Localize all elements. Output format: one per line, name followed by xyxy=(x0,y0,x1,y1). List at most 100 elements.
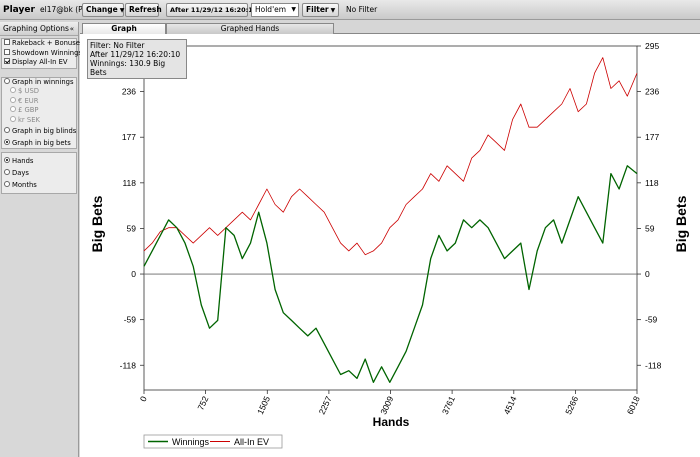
currency-label: $ USD xyxy=(18,87,40,95)
chevron-down-icon: ▼ xyxy=(330,7,336,14)
y-tick-label-right: 59 xyxy=(645,223,655,233)
allin-ev-checkbox-row[interactable]: Display All-In EV xyxy=(2,58,76,68)
y-tick-label-right: 295 xyxy=(645,41,659,51)
radio-selected[interactable] xyxy=(4,157,10,163)
allin-ev-label: Display All-In EV xyxy=(12,58,68,66)
y-tick-label-right: 177 xyxy=(645,132,659,142)
graphing-options-title: Graphing Options xyxy=(3,24,69,33)
radio[interactable] xyxy=(4,77,10,84)
x-tick-label: 3009 xyxy=(378,394,395,416)
graph-in-big-bets-label: Graph in big bets xyxy=(12,138,71,147)
radio[interactable] xyxy=(10,115,16,122)
info-filter: Filter: No Filter xyxy=(90,41,145,50)
top-toolbar: Player el17@bk (PS) Change ▼ Refresh Afte… xyxy=(0,0,700,20)
change-button-label: Change xyxy=(86,5,118,14)
x-tick-label: 0 xyxy=(138,394,149,403)
y-tick-label-left: 177 xyxy=(122,132,136,142)
showdown-label: Showdown Winnings xyxy=(12,48,82,57)
radio[interactable] xyxy=(4,127,10,133)
info-winnings: Winnings: 130.9 Big Bets xyxy=(90,59,166,77)
graph-in-winnings-label: Graph in winnings xyxy=(12,77,74,86)
info-box: Filter: No Filter After 11/29/12 16:20:1… xyxy=(87,39,187,79)
radio[interactable] xyxy=(10,106,16,112)
x-tick-label: 5266 xyxy=(563,394,580,416)
chevron-down-icon: ▼ xyxy=(119,7,125,14)
player-name: el17@bk (PS) xyxy=(40,5,91,14)
checkbox[interactable] xyxy=(4,39,10,45)
y-axis-label-left: Big Bets xyxy=(89,195,105,252)
graphing-options-panel: Graphing Options « Rakeback + Bonuses Sh… xyxy=(0,22,83,457)
days-label: Days xyxy=(12,169,29,177)
currency-label: kr SEK xyxy=(18,115,40,124)
y-tick-label-left: 59 xyxy=(127,223,137,233)
months-label: Months xyxy=(12,181,37,189)
showdown-checkbox-row[interactable]: Showdown Winnings xyxy=(2,48,82,59)
radio[interactable] xyxy=(4,181,10,187)
filter-button-label: Filter xyxy=(306,5,329,14)
x-axis-group: Hands Days Months xyxy=(1,152,77,194)
y-tick-label-right: -118 xyxy=(645,360,662,370)
radio[interactable] xyxy=(4,169,10,175)
legend-label-allin-ev: All-In EV xyxy=(234,437,269,447)
game-type-select[interactable]: Hold'em ▼ xyxy=(251,3,299,17)
checkbox-checked[interactable] xyxy=(4,58,10,64)
date-filter-button[interactable]: After 11/29/12 16:20:10 xyxy=(166,3,257,17)
x-tick-label: 752 xyxy=(195,394,210,411)
legend-label-winnings: Winnings xyxy=(172,437,210,447)
game-type-value: Hold'em xyxy=(255,5,287,14)
series-line-winnings xyxy=(143,165,638,383)
info-date: After 11/29/12 16:20:10 xyxy=(90,50,181,59)
days-radio[interactable]: Days xyxy=(2,167,76,179)
plot-frame xyxy=(143,45,638,391)
currency-label: £ GBP xyxy=(18,106,39,114)
change-button[interactable]: Change ▼ xyxy=(82,3,124,17)
series-line-allin-ev xyxy=(143,57,638,256)
x-tick-label: 4514 xyxy=(502,394,519,416)
graph-in-big-blinds-label: Graph in big blinds xyxy=(12,127,77,135)
y-tick-label-left: -59 xyxy=(124,315,137,325)
tab-graphed-hands[interactable]: Graphed Hands xyxy=(166,23,334,34)
currency-usd-radio[interactable]: $ USD xyxy=(2,87,76,97)
currency-gbp-radio[interactable]: £ GBP xyxy=(2,106,76,116)
refresh-button[interactable]: Refresh xyxy=(125,3,162,17)
winnings-chart: -118 -59 0 59 118 177 236 295 -118 -59 0 59 118 177 2… xyxy=(89,41,689,449)
y-tick-label-left: 0 xyxy=(131,269,136,279)
currency-label: € EUR xyxy=(18,96,39,105)
y-tick-label-left: -118 xyxy=(120,360,137,370)
options-group: Rakeback + Bonuses Showdown Winnings Dis… xyxy=(1,38,83,69)
currency-eur-radio[interactable]: € EUR xyxy=(2,96,76,107)
y-tick-label-left: 236 xyxy=(122,87,136,97)
rakeback-label: Rakeback + Bonuses xyxy=(12,39,84,47)
months-radio[interactable]: Months xyxy=(2,179,76,191)
chevron-down-icon: ▼ xyxy=(291,6,296,13)
graph-in-big-bets-radio[interactable]: Graph in big bets xyxy=(2,138,76,149)
filter-status: No Filter xyxy=(346,5,378,14)
y-tick-label-left: 118 xyxy=(122,178,136,188)
graph-in-winnings-radio[interactable]: Graph in winnings xyxy=(2,77,76,88)
tab-graph[interactable]: Graph xyxy=(82,23,166,34)
checkbox[interactable] xyxy=(4,48,10,55)
tab-bar: Graph Graphed Hands xyxy=(80,22,700,34)
x-tick-label: 3761 xyxy=(440,394,457,416)
y-tick-label-right: -59 xyxy=(645,315,658,325)
collapse-icon[interactable]: « xyxy=(69,25,74,33)
filter-button[interactable]: Filter ▼ xyxy=(302,3,339,17)
x-tick-label: 2257 xyxy=(317,394,334,416)
currency-sek-radio[interactable]: kr SEK xyxy=(2,115,76,126)
y-tick-label-right: 236 xyxy=(645,87,659,97)
x-tick-label: 6018 xyxy=(625,394,642,416)
y-axis-label-right: Big Bets xyxy=(673,195,689,252)
hands-radio[interactable]: Hands xyxy=(2,155,76,167)
rakeback-checkbox-row[interactable]: Rakeback + Bonuses xyxy=(2,39,83,49)
graph-in-big-blinds-radio[interactable]: Graph in big blinds xyxy=(2,127,76,137)
graph-area: -118 -59 0 59 118 177 236 295 -118 -59 0 59 118 177 2… xyxy=(80,34,700,457)
legend: Winnings All-In EV xyxy=(143,434,283,449)
x-tick-label: 1505 xyxy=(255,394,272,416)
graphing-options-header: Graphing Options « xyxy=(0,22,78,36)
radio[interactable] xyxy=(10,96,16,103)
units-group: Graph in winnings $ USD € EUR £ GBP kr S… xyxy=(1,76,77,149)
player-label: Player xyxy=(3,5,35,15)
radio[interactable] xyxy=(10,87,16,93)
radio-selected[interactable] xyxy=(4,138,10,145)
hands-label: Hands xyxy=(12,157,34,165)
